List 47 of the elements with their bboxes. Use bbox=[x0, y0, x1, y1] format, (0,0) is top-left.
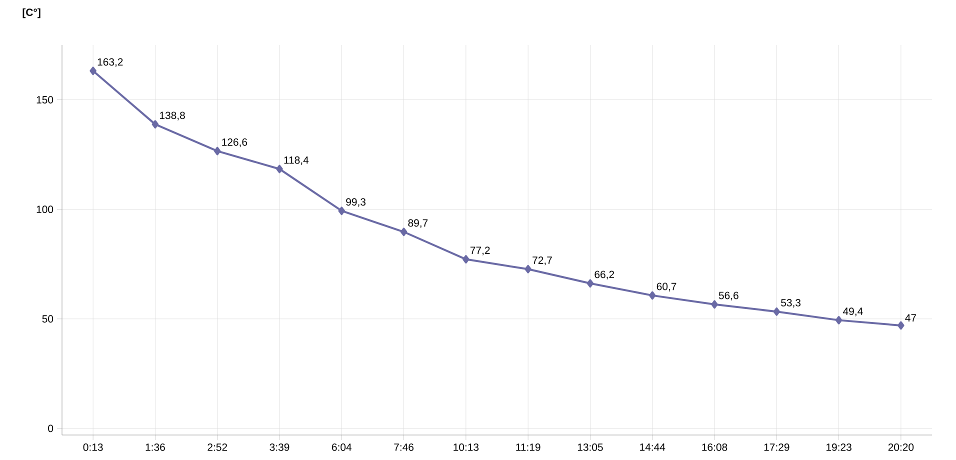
x-tick-label: 1:36 bbox=[146, 444, 165, 451]
data-label: 138,8 bbox=[160, 112, 185, 120]
x-tick-label: 17:29 bbox=[764, 444, 790, 451]
y-tick-label: 0 bbox=[48, 424, 54, 432]
data-label: 53,3 bbox=[781, 299, 801, 308]
point bbox=[898, 321, 904, 330]
point bbox=[338, 206, 346, 216]
x-tick-label: 13:05 bbox=[578, 444, 603, 451]
point bbox=[586, 279, 594, 288]
point bbox=[90, 66, 96, 76]
x-tick-label: 0:13 bbox=[83, 444, 103, 451]
data-label: 77,2 bbox=[470, 246, 490, 256]
point bbox=[524, 264, 532, 274]
x-tick-label: 20:20 bbox=[888, 444, 914, 451]
point bbox=[214, 146, 221, 156]
x-tick-label: 19:23 bbox=[826, 444, 852, 451]
x-tick-label: 16:08 bbox=[702, 444, 728, 451]
point bbox=[835, 316, 842, 324]
data-label: 47 bbox=[905, 314, 916, 322]
point bbox=[276, 164, 283, 174]
data-label: 89,7 bbox=[408, 219, 428, 228]
x-tick-label: 11:19 bbox=[516, 444, 540, 451]
y-tick-label: 100 bbox=[36, 206, 54, 214]
data-label: 60,7 bbox=[656, 282, 676, 292]
data-label: 72,7 bbox=[532, 256, 552, 266]
x-tick-label: 7:46 bbox=[394, 444, 414, 451]
point bbox=[462, 255, 470, 264]
data-label: 118,4 bbox=[284, 156, 309, 166]
point bbox=[152, 120, 159, 128]
x-tick-label: 3:39 bbox=[270, 444, 290, 451]
point bbox=[400, 228, 408, 236]
x-tick-label: 14:44 bbox=[640, 444, 666, 451]
x-tick-label: 2:52 bbox=[208, 444, 227, 451]
data-label: 163,2 bbox=[98, 58, 123, 67]
x-tick-label: 10:13 bbox=[454, 444, 479, 451]
point bbox=[773, 307, 780, 316]
x-tick-label: 6:04 bbox=[332, 444, 352, 451]
point bbox=[711, 300, 718, 309]
data-label: 99,3 bbox=[346, 198, 366, 207]
data-label: 66,2 bbox=[594, 270, 614, 280]
data-label: 126,6 bbox=[222, 138, 248, 148]
data-label: 56,6 bbox=[718, 292, 738, 300]
y-tick-label: 50 bbox=[42, 315, 54, 323]
point bbox=[648, 291, 656, 300]
y-tick-label: 150 bbox=[36, 96, 54, 104]
y-axis-title: [C°] bbox=[22, 8, 40, 18]
data-label: 49,4 bbox=[843, 308, 863, 316]
